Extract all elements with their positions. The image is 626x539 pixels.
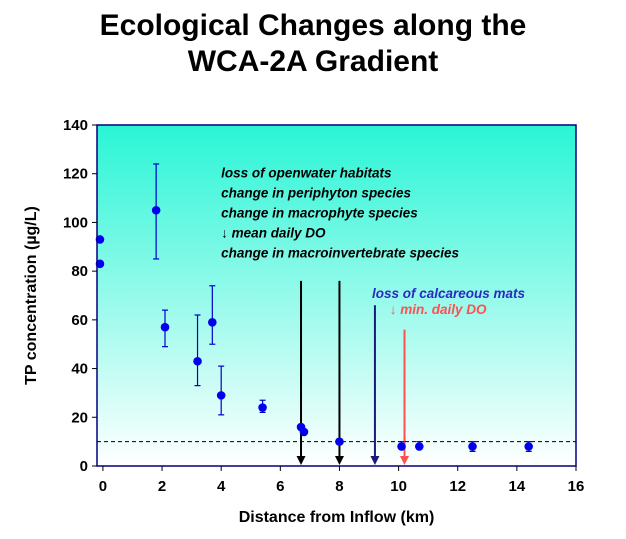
annotation-black: loss of openwater habitats	[221, 165, 392, 180]
data-point	[468, 442, 477, 451]
data-point	[414, 442, 424, 451]
x-tick-label: 4	[217, 478, 226, 495]
data-point	[397, 442, 406, 451]
y-tick-label: 40	[71, 361, 88, 378]
indicator-arrow-head	[296, 456, 306, 465]
annotation-black: change in periphyton species	[221, 185, 411, 200]
x-tick-label: 8	[335, 478, 343, 495]
data-point	[160, 322, 170, 332]
data-point	[524, 442, 533, 451]
data-point	[258, 403, 267, 412]
x-tick-label: 2	[158, 478, 166, 495]
x-axis-label: Distance from Inflow (km)	[239, 509, 435, 526]
y-tick-label: 140	[63, 117, 88, 134]
plot-frame	[96, 124, 577, 467]
data-point	[95, 235, 105, 244]
data-point	[335, 437, 344, 446]
data-point	[208, 317, 217, 327]
x-tick-label: 6	[276, 478, 284, 495]
x-tick-label: 10	[390, 478, 407, 495]
annotation-black: change in macrophyte species	[221, 205, 418, 220]
y-tick-label: 60	[71, 312, 88, 329]
y-tick-label: 0	[80, 458, 88, 475]
indicator-arrow-head	[370, 456, 380, 465]
y-tick-label: 100	[63, 214, 88, 231]
annotation-blue: loss of calcareous mats	[372, 286, 526, 301]
y-tick-label: 120	[63, 166, 88, 183]
data-point	[193, 356, 202, 366]
chart-title-line1: Ecological Changes along the	[99, 9, 527, 42]
indicator-arrow-head	[400, 456, 410, 465]
y-tick-label: 20	[71, 409, 88, 426]
y-tick-label: 80	[71, 263, 88, 280]
indicator-arrow-head	[334, 456, 344, 465]
x-tick-label: 12	[449, 478, 466, 495]
chart-title-line2: WCA-2A Gradient	[187, 45, 439, 78]
x-tick-label: 16	[568, 478, 585, 495]
annotation-black: change in macroinvertebrate species	[221, 245, 459, 260]
x-tick-label: 14	[509, 478, 526, 495]
data-point	[299, 427, 309, 437]
data-point	[95, 259, 105, 269]
data-point	[151, 205, 161, 215]
x-tick-label: 0	[99, 478, 107, 495]
annotation-red: ↓ min. daily DO	[390, 302, 487, 317]
plot-area	[97, 125, 576, 466]
annotation-black: ↓ mean daily DO	[221, 225, 326, 240]
data-point	[216, 391, 226, 400]
y-axis-label: TP concentration (µg/L)	[23, 206, 40, 385]
